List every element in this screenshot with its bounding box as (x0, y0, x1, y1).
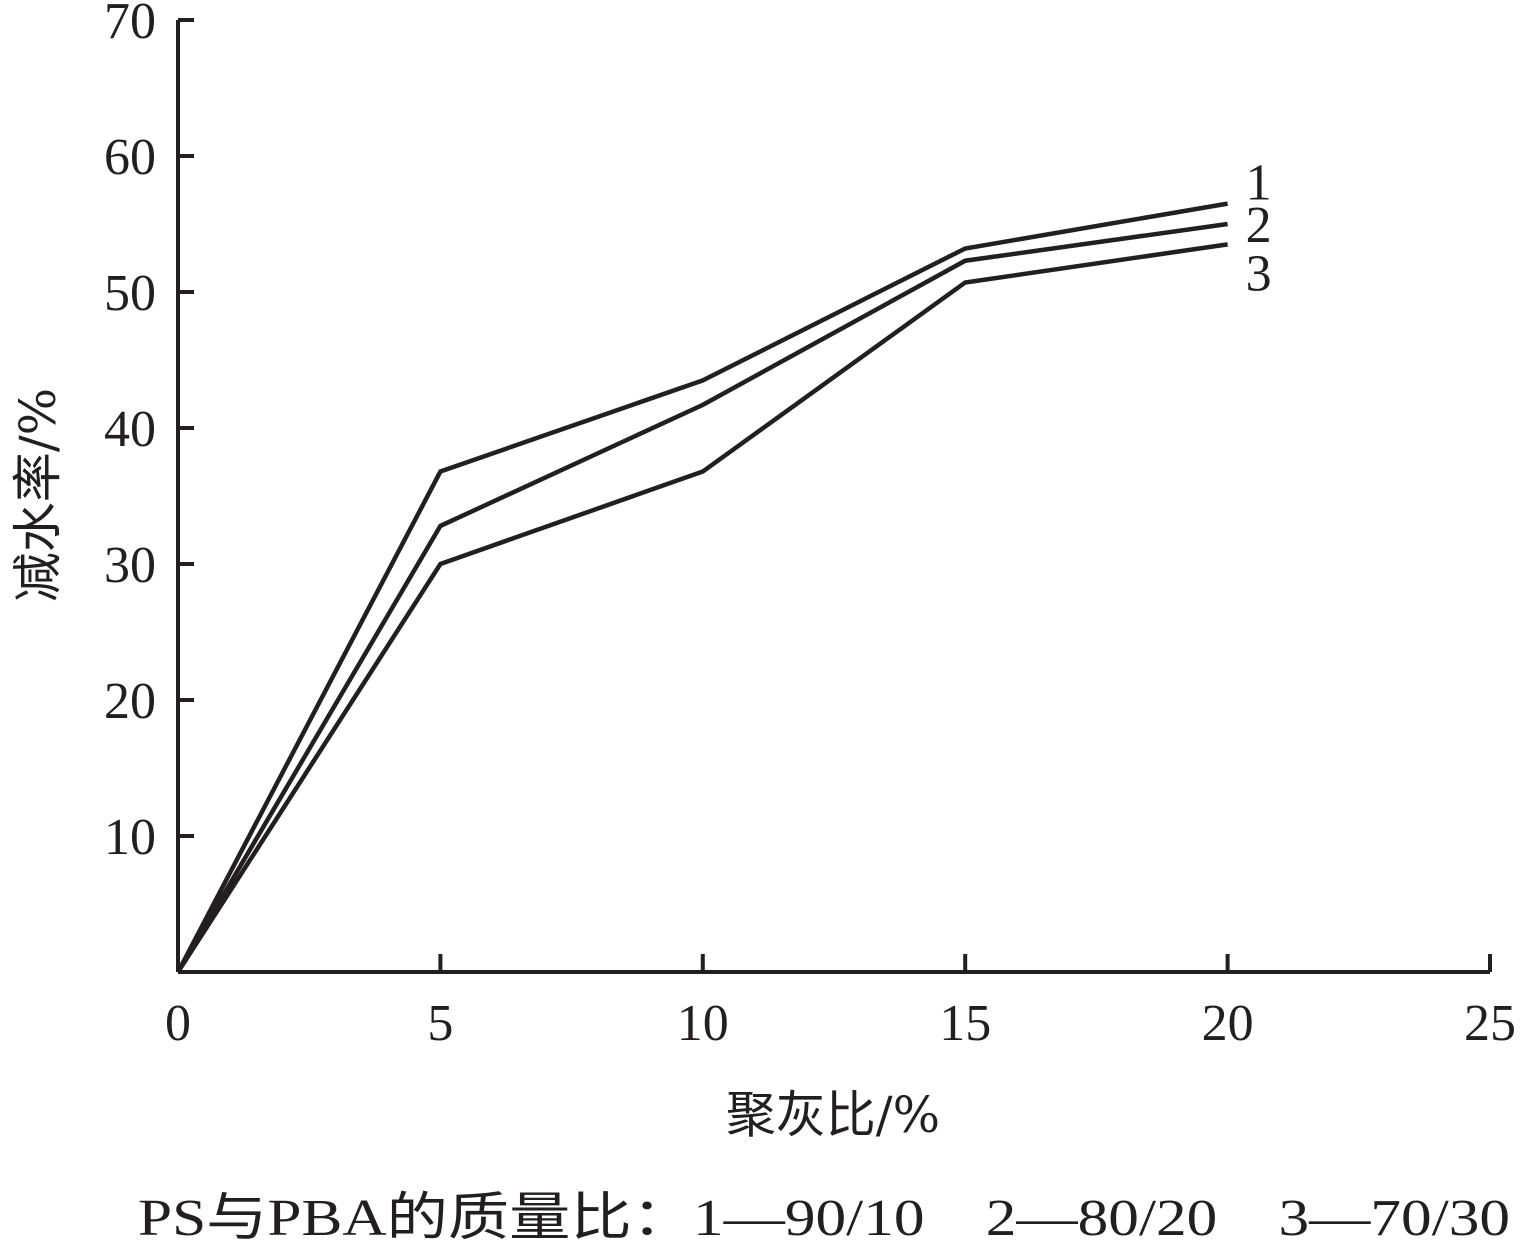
x-ticks: 0 5 10 15 20 25 (165, 954, 1516, 1052)
y-tick-label: 10 (104, 809, 156, 866)
x-tick-label: 25 (1464, 995, 1516, 1052)
y-tick-label: 60 (104, 129, 156, 186)
series-3-label: 3 (1246, 245, 1272, 302)
series-2-line (176, 221, 1228, 974)
x-axis-title: 聚灰比/% (726, 1086, 940, 1144)
y-tick-label: 70 (104, 0, 156, 50)
x-tick-label: 0 (165, 995, 191, 1052)
series-2-label: 2 (1246, 197, 1272, 254)
y-tick-label: 30 (104, 537, 156, 594)
series-lines (176, 201, 1228, 974)
series-1-line (176, 201, 1228, 974)
series-3-line (176, 242, 1228, 974)
series-labels: 123 (1246, 155, 1272, 303)
chart-caption: PS与PBA的质量比：1—90/10 2—80/20 3—70/30 (138, 1190, 1510, 1245)
y-tick-label: 50 (104, 265, 156, 322)
x-tick-label: 20 (1202, 995, 1254, 1052)
series-1-label: 1 (1246, 155, 1272, 212)
y-tick-label: 40 (104, 401, 156, 458)
y-ticks: 10 20 30 40 50 60 70 (104, 0, 194, 866)
x-tick-label: 15 (939, 995, 991, 1052)
y-axis-title: 减水率/% (9, 388, 67, 602)
y-tick-label: 20 (104, 673, 156, 730)
x-tick-label: 5 (427, 995, 453, 1052)
axes (176, 20, 1490, 974)
x-tick-label: 10 (677, 995, 729, 1052)
